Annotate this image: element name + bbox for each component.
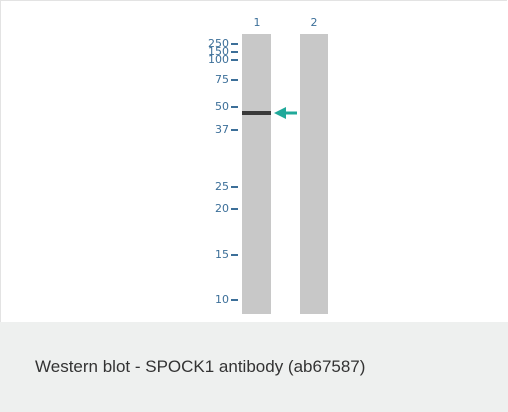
lane <box>242 34 271 314</box>
lane-label: 2 <box>311 16 318 29</box>
marker-label: 75 <box>215 73 229 86</box>
caption: Western blot - SPOCK1 antibody (ab67587) <box>35 357 365 377</box>
marker-label: 15 <box>215 248 229 261</box>
marker-label: 25 <box>215 180 229 193</box>
lane <box>300 34 328 314</box>
marker-label: 20 <box>215 202 229 215</box>
lane-label: 1 <box>254 16 261 29</box>
arrow-head <box>274 107 286 119</box>
marker-label: 10 <box>215 293 229 306</box>
band <box>242 111 271 115</box>
page: 1 2 25015010075503725201510 Western blot… <box>0 0 508 412</box>
marker-label: 100 <box>208 53 229 66</box>
marker-label: 50 <box>215 100 229 113</box>
marker-label: 37 <box>215 123 229 136</box>
